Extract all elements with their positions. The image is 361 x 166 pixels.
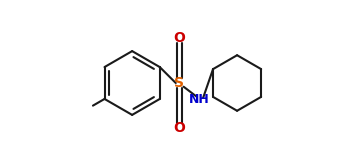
- Text: S: S: [174, 76, 184, 90]
- Text: O: O: [174, 31, 186, 45]
- Text: NH: NH: [189, 93, 209, 106]
- Text: O: O: [174, 121, 186, 135]
